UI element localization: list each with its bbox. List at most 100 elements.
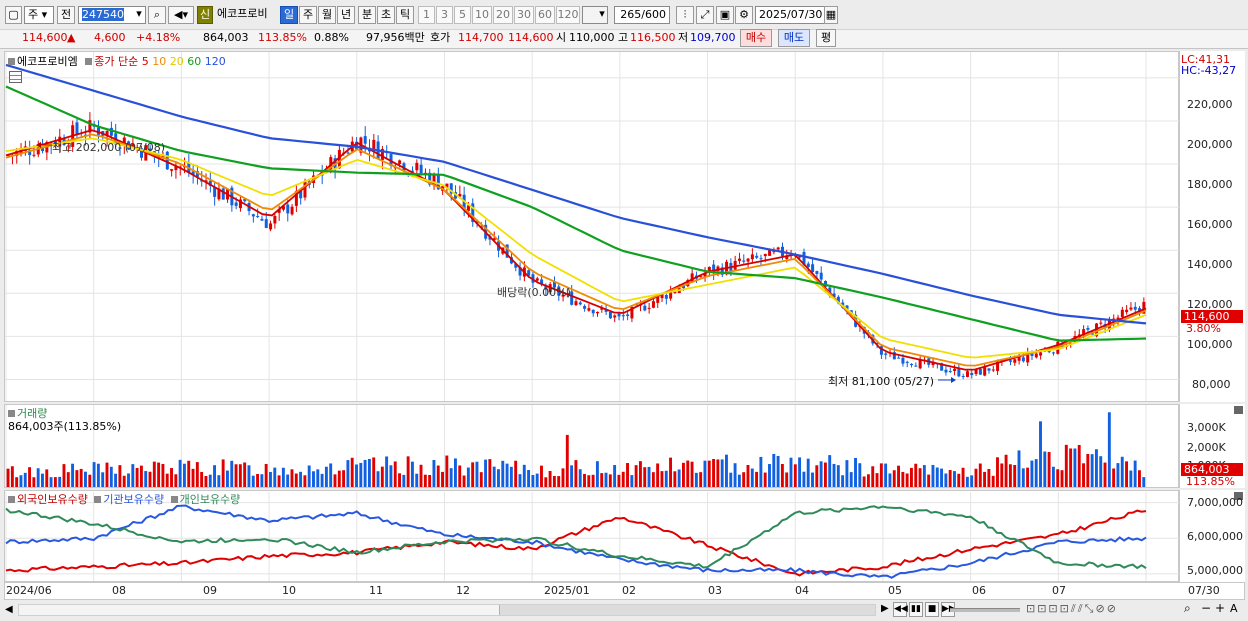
custom-interval-input[interactable]	[582, 6, 608, 24]
volume-panel[interactable]	[4, 404, 1179, 488]
bottom-tools-icons[interactable]: ⊡⊡⊡⊡⫽⫽⤡⊘⊘	[1026, 602, 1118, 615]
rewind-icon[interactable]: ◀◀	[893, 602, 908, 617]
volume-bar	[346, 460, 350, 487]
holdings-panel[interactable]	[4, 490, 1179, 582]
window-icon[interactable]: ▢	[5, 6, 22, 24]
font-size-icon[interactable]: A	[1230, 602, 1238, 615]
buy-button[interactable]: 매수	[740, 29, 772, 47]
new-listing-badge: 신	[197, 6, 213, 24]
count-input[interactable]: 265/600	[614, 6, 670, 24]
volume-bar	[393, 461, 397, 487]
stop-icon[interactable]: ■	[925, 602, 939, 617]
holdings-line	[5, 505, 1147, 570]
interval-20[interactable]: 20	[493, 6, 513, 24]
volume-bar	[273, 467, 277, 487]
holdings-tick: 6,000,000	[1187, 530, 1243, 543]
sound-icon[interactable]: ◀▾	[168, 6, 194, 24]
draw-tool-icon[interactable]: ⤢	[696, 6, 714, 24]
candle-body	[948, 371, 952, 373]
interval-5[interactable]: 5	[454, 6, 471, 24]
stock-code-input[interactable]: 247540	[78, 6, 146, 24]
candle-body	[720, 267, 724, 275]
candle-body	[651, 301, 655, 308]
date-input[interactable]: 2025/07/30	[755, 6, 825, 24]
candle-body	[845, 305, 849, 311]
market-select-value: 주	[28, 8, 39, 21]
period-minute[interactable]: 분	[358, 6, 376, 24]
pause-icon[interactable]: ▮▮	[909, 602, 923, 617]
code-dropdown-icon[interactable]: ▾	[136, 7, 142, 20]
volume-bar	[118, 465, 122, 487]
volume-bar	[527, 470, 531, 487]
candle-body	[432, 174, 436, 184]
market-select[interactable]: 주 ▾	[24, 6, 54, 24]
period-month[interactable]: 월	[318, 6, 336, 24]
candle-body	[32, 154, 36, 156]
volume-bar	[849, 472, 853, 487]
candle-body	[398, 160, 402, 164]
volume-bar	[367, 458, 371, 487]
volume-bar	[410, 461, 414, 487]
prev-button[interactable]: 전	[57, 6, 75, 24]
interval-1[interactable]: 1	[418, 6, 435, 24]
candle-body	[742, 260, 746, 262]
custom-interval-dropdown-icon[interactable]: ▾	[599, 7, 605, 20]
horizontal-scrollbar[interactable]	[18, 604, 876, 616]
period-week[interactable]: 주	[299, 6, 317, 24]
interval-3[interactable]: 3	[436, 6, 453, 24]
price-panel[interactable]	[4, 51, 1179, 402]
chart-type-icon[interactable]: ⫶	[676, 6, 694, 24]
eval-button[interactable]: 평	[816, 29, 836, 47]
interval-60[interactable]: 60	[535, 6, 555, 24]
period-day[interactable]: 일	[280, 6, 298, 24]
candle-body	[699, 276, 703, 278]
candle-body	[811, 264, 815, 273]
period-second[interactable]: 초	[377, 6, 395, 24]
volume-bar	[514, 460, 518, 487]
scrollbar-thumb[interactable]	[499, 605, 875, 615]
calendar-icon[interactable]: ▦	[824, 6, 838, 24]
volume-bar	[247, 465, 251, 487]
holdings-panel-close-icon[interactable]	[1234, 492, 1243, 500]
volume-bar	[535, 473, 539, 487]
scroll-right-icon[interactable]: ▶	[881, 603, 889, 614]
gear-icon[interactable]: ⚙	[735, 6, 753, 24]
sell-button[interactable]: 매도	[778, 29, 810, 47]
volume-bar	[144, 471, 148, 487]
candle-body	[961, 375, 965, 377]
volume-bar	[1008, 464, 1012, 487]
x-tick: 02	[622, 584, 636, 597]
volume-bar	[854, 457, 857, 487]
volume-bar	[522, 464, 526, 487]
interval-120[interactable]: 120	[556, 6, 580, 24]
save-icon[interactable]: ▣	[716, 6, 734, 24]
interval-10[interactable]: 10	[472, 6, 492, 24]
candle-body	[1013, 359, 1017, 363]
volume-panel-close-icon[interactable]	[1234, 406, 1243, 414]
grid-table-icon[interactable]	[9, 71, 22, 83]
zoom-in-icon[interactable]: +	[1215, 601, 1226, 615]
candle-body	[669, 290, 673, 299]
search-icon[interactable]: ⌕	[148, 6, 166, 24]
candle-body	[733, 260, 737, 270]
zoom-out-icon[interactable]: −	[1201, 601, 1212, 615]
volume-bar	[1073, 448, 1077, 487]
candle-body	[462, 194, 466, 211]
period-tick[interactable]: 틱	[396, 6, 414, 24]
legend-ma10: 10	[152, 55, 167, 68]
zoom-search-icon[interactable]: ⌕	[1184, 601, 1191, 615]
candle-body	[983, 367, 987, 376]
period-year[interactable]: 년	[337, 6, 355, 24]
scroll-left-icon[interactable]: ◀	[5, 604, 13, 615]
zoom-slider[interactable]	[950, 608, 1020, 612]
interval-30[interactable]: 30	[514, 6, 534, 24]
volume-bar	[406, 456, 410, 487]
legend-square-icon	[170, 496, 178, 503]
volume-bar	[1026, 467, 1030, 487]
x-tick: 08	[112, 584, 126, 597]
volume-bar	[793, 464, 797, 487]
volume-bar	[256, 473, 260, 487]
volume-bar	[58, 476, 62, 487]
candle-body	[673, 291, 677, 293]
volume-bar	[234, 464, 238, 487]
